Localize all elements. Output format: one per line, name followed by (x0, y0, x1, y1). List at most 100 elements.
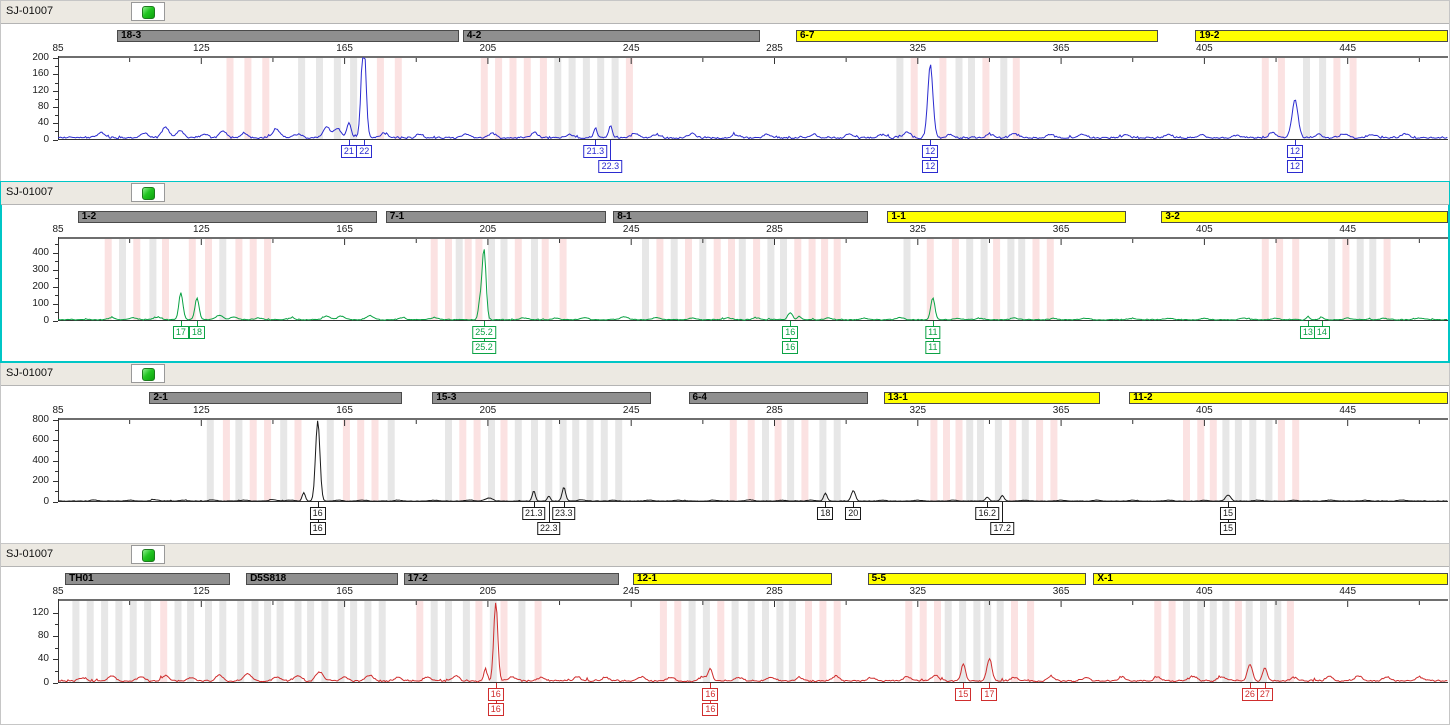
allele-label[interactable]: 16 (309, 507, 326, 520)
marker-bar-7-1[interactable]: 7-1 (385, 211, 607, 223)
sample-checkbox[interactable] (131, 364, 165, 383)
sample-checkbox[interactable] (131, 183, 165, 202)
marker-bar-X-1[interactable]: X-1 (1093, 573, 1448, 585)
allele-label[interactable]: 22 (356, 145, 373, 158)
allele-label[interactable]: 12 (1286, 145, 1304, 158)
marker-bar-8-1[interactable]: 8-1 (613, 211, 868, 223)
allele-label[interactable]: 23.3 (552, 507, 576, 520)
allele-label[interactable]: 22.3 (598, 160, 623, 173)
allele-label[interactable]: 21.3 (583, 145, 608, 158)
bin-band (1027, 601, 1035, 683)
bin-band (568, 58, 576, 140)
electropherogram-plot[interactable] (57, 418, 1448, 502)
bin-band (509, 58, 517, 140)
allele-label[interactable]: 11 (925, 341, 941, 354)
sample-panel-2[interactable]: SJ-01007 1-2 7-1 8-1 1-1 3-2 85 125 165 205 245 285… (0, 181, 1450, 363)
allele-label[interactable]: 18 (188, 326, 206, 339)
panel-body: TH01 D5S818 17-2 12-1 5-5 X-1 85 125 165 205 245 28… (1, 567, 1449, 725)
allele-label[interactable]: 12 (922, 160, 939, 173)
bin-band (188, 239, 196, 321)
bin-band (545, 420, 553, 502)
allele-label[interactable]: 11 (925, 326, 941, 339)
bin-band (1222, 601, 1230, 683)
allele-connector (989, 683, 991, 688)
allele-label[interactable]: 14 (1313, 326, 1330, 339)
allele-label[interactable]: 12 (922, 145, 939, 158)
marker-bar-13-1[interactable]: 13-1 (883, 392, 1101, 404)
allele-label[interactable]: 15 (955, 688, 972, 701)
marker-bar-12-1[interactable]: 12-1 (632, 573, 832, 585)
bin-band (1277, 420, 1285, 502)
allele-label[interactable]: 15 (1219, 507, 1237, 520)
allele-label[interactable]: 15 (1219, 522, 1237, 535)
marker-bar-1-2[interactable]: 1-2 (77, 211, 377, 223)
marker-bar-18-3[interactable]: 18-3 (117, 30, 460, 42)
allele-label[interactable]: 25.2 (472, 341, 496, 354)
bin-band (249, 239, 257, 321)
allele-label[interactable]: 26 (1241, 688, 1258, 701)
marker-bar-TH01[interactable]: TH01 (65, 573, 230, 585)
allele-label[interactable]: 16 (309, 522, 326, 535)
allele-label[interactable]: 16 (782, 341, 799, 354)
x-axis-label: 165 (336, 405, 353, 416)
marker-bar-17-2[interactable]: 17-2 (403, 573, 619, 585)
bin-band (996, 601, 1004, 683)
bin-band (611, 58, 619, 140)
marker-bar-19-2[interactable]: 19-2 (1195, 30, 1448, 42)
bin-band (955, 420, 963, 502)
bin-band (445, 239, 452, 321)
sample-checkbox[interactable] (131, 2, 165, 21)
allele-label[interactable]: 21 (340, 145, 357, 158)
sample-panel-4[interactable]: SJ-01007 TH01 D5S818 17-2 12-1 5-5 X-1 85 125 165… (0, 543, 1450, 725)
x-axis-label: 365 (1052, 224, 1070, 235)
allele-label[interactable]: 25.2 (472, 326, 496, 339)
marker-bar-6-4[interactable]: 6-4 (688, 392, 868, 404)
sample-checkbox[interactable] (131, 545, 165, 564)
y-axis-label: 0 (43, 314, 49, 326)
bin-band (416, 601, 424, 683)
sample-name: SJ-01007 (6, 5, 54, 17)
allele-label[interactable]: 16 (702, 688, 719, 701)
marker-bar-5-5[interactable]: 5-5 (867, 573, 1087, 585)
marker-bar-3-2[interactable]: 3-2 (1161, 211, 1448, 223)
allele-label[interactable]: 13 (1299, 326, 1316, 339)
allele-label[interactable]: 18 (817, 507, 834, 520)
sample-panel-3[interactable]: SJ-01007 2-1 15-3 6-4 13-1 11-2 85 125 165 205 245… (0, 362, 1450, 544)
bin-band (738, 239, 746, 321)
sample-panel-1[interactable]: SJ-01007 18-3 4-2 6-7 19-2 85 125 165 205 245 285 3… (0, 0, 1450, 182)
allele-label[interactable]: 16.2 (975, 507, 1000, 520)
marker-bar-1-1[interactable]: 1-1 (887, 211, 1126, 223)
allele-label[interactable]: 21.3 (522, 507, 546, 520)
allele-label[interactable]: 20 (845, 507, 862, 520)
marker-bar-D5S818[interactable]: D5S818 (246, 573, 399, 585)
marker-bar-4-2[interactable]: 4-2 (462, 30, 761, 42)
allele-label[interactable]: 16 (487, 703, 504, 716)
marker-bar-6-7[interactable]: 6-7 (795, 30, 1158, 42)
allele-label[interactable]: 17 (172, 326, 189, 339)
x-axis-line (58, 599, 1448, 601)
bin-band (298, 58, 306, 140)
allele-label[interactable]: 27 (1256, 688, 1273, 701)
bin-band (262, 58, 270, 140)
allele-label[interactable]: 16 (782, 326, 799, 339)
bin-band (333, 58, 341, 140)
bin-band (1303, 58, 1310, 140)
allele-label[interactable]: 16 (487, 688, 504, 701)
allele-label[interactable]: 17.2 (990, 522, 1015, 535)
y-axis-label: 200 (32, 280, 49, 292)
y-axis-minor-tick (55, 82, 58, 84)
allele-label[interactable]: 12 (1286, 160, 1304, 173)
marker-bar-15-3[interactable]: 15-3 (432, 392, 651, 404)
y-axis-minor-tick (55, 295, 58, 296)
allele-label[interactable]: 17 (981, 688, 998, 701)
electropherogram-plot[interactable] (57, 599, 1448, 683)
allele-label[interactable]: 22.3 (537, 522, 561, 535)
allele-label[interactable]: 16 (702, 703, 719, 716)
marker-bar-11-2[interactable]: 11-2 (1129, 392, 1448, 404)
marker-bar-2-1[interactable]: 2-1 (149, 392, 402, 404)
electropherogram-plot[interactable] (57, 56, 1448, 140)
sample-name: SJ-01007 (6, 186, 54, 198)
electropherogram-plot[interactable] (57, 237, 1448, 321)
bin-band (321, 601, 329, 683)
bin-band (674, 601, 682, 683)
